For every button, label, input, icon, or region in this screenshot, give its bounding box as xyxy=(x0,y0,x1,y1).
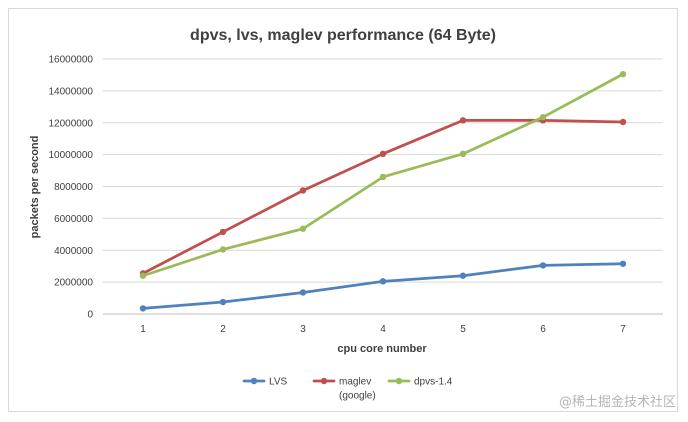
axes: 0 2000000 4000000 6000000 8000000 10000000 120… xyxy=(49,55,663,335)
watermark-text: @稀土掘金技术社区 xyxy=(559,394,676,410)
data-point xyxy=(539,262,547,269)
x-tick-label: 7 xyxy=(620,324,626,335)
legend-item: dpvs-1.4 xyxy=(387,377,453,388)
y-tick-label: 6000000 xyxy=(54,214,93,225)
legend-item: LVS xyxy=(242,377,287,388)
legend-label: maglev xyxy=(339,377,371,388)
series-lines xyxy=(139,70,627,312)
y-tick-label: 16000000 xyxy=(49,55,94,66)
series-lvs xyxy=(139,260,627,312)
y-tick-label: 8000000 xyxy=(54,182,93,193)
data-point xyxy=(299,225,307,232)
chart-title: dpvs, lvs, maglev performance (64 Byte) xyxy=(190,27,496,44)
data-point xyxy=(219,246,227,253)
data-point xyxy=(459,117,467,124)
data-point xyxy=(219,228,227,236)
legend-swatch-marker xyxy=(395,377,403,385)
x-axis-title: cpu core number xyxy=(337,343,427,355)
y-tick-label: 14000000 xyxy=(49,86,94,97)
legend-swatch-marker xyxy=(250,377,258,385)
x-tick-label: 2 xyxy=(220,324,226,335)
series-line xyxy=(141,262,625,310)
data-point xyxy=(219,298,227,306)
y-axis-title: packets per second xyxy=(29,136,41,239)
data-point xyxy=(139,305,147,312)
legend-label: dpvs-1.4 xyxy=(414,377,453,388)
x-tick-label: 5 xyxy=(460,324,466,335)
x-tick-label: 1 xyxy=(140,324,146,335)
data-point xyxy=(619,70,627,78)
x-tick-label: 4 xyxy=(380,324,386,335)
data-point xyxy=(299,187,307,194)
data-point xyxy=(379,150,387,158)
legend-label: LVS xyxy=(269,377,287,388)
y-tick-label: 2000000 xyxy=(54,278,93,289)
gridlines xyxy=(103,58,663,283)
data-point xyxy=(379,173,387,181)
chart-frame xyxy=(8,8,678,412)
legend-item: maglev (google) xyxy=(312,377,376,402)
series-dpvs-1-4 xyxy=(139,70,627,279)
data-point xyxy=(459,272,467,279)
data-point xyxy=(379,278,387,285)
data-point xyxy=(139,272,147,279)
data-point xyxy=(459,150,467,158)
y-tick-label: 4000000 xyxy=(54,246,93,257)
y-tick-label: 0 xyxy=(87,310,93,321)
data-point xyxy=(539,113,547,121)
y-tick-label: 10000000 xyxy=(49,150,94,161)
data-point xyxy=(619,118,627,126)
x-tick-label: 3 xyxy=(300,324,306,335)
legend-label: (google) xyxy=(339,391,376,402)
data-point xyxy=(299,289,307,296)
legend-swatch-marker xyxy=(320,377,328,385)
y-tick-label: 12000000 xyxy=(49,118,94,129)
legend: LVS maglev (google) dpvs-1.4 xyxy=(242,377,453,402)
data-point xyxy=(619,260,627,267)
x-tick-label: 6 xyxy=(540,324,546,335)
